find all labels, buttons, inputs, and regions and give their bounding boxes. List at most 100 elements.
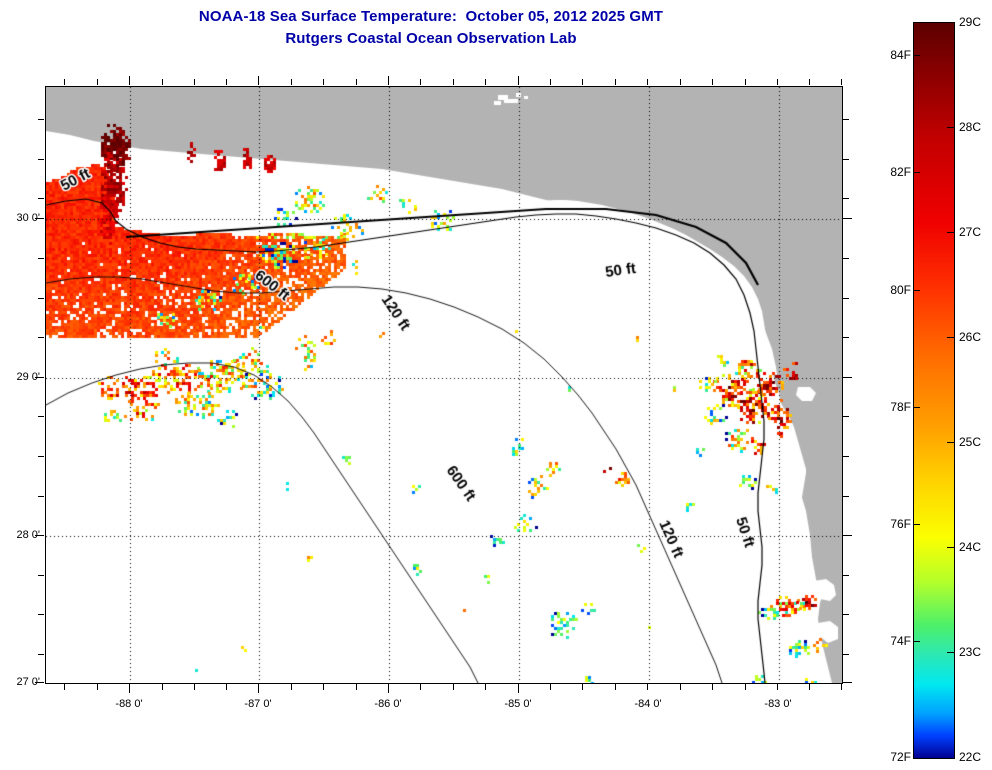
colorbar-celsius-label: 24C: [959, 540, 982, 554]
colorbar-celsius-label: 28C: [959, 120, 982, 134]
y-axis-tick: [38, 456, 44, 457]
colorbar-celsius-label: 25C: [959, 435, 982, 449]
colorbar-fahrenheit-label: 74F: [890, 634, 911, 648]
y-axis-tick: [843, 337, 849, 338]
y-axis-tick: [843, 535, 852, 536]
y-axis-tick: [843, 575, 849, 576]
x-axis-tick: [518, 76, 519, 85]
colorbar-tick: [947, 232, 954, 233]
y-axis-tick: [38, 337, 44, 338]
x-axis-tick: [841, 79, 842, 85]
y-axis-tick: [35, 535, 44, 536]
y-axis-tick: [38, 258, 44, 259]
latitude-label: 29 0': [16, 371, 40, 383]
colorbar-fahrenheit-label: 80F: [890, 283, 911, 297]
x-axis-tick: [453, 79, 454, 85]
x-axis-tick: [388, 684, 389, 693]
temperature-colorbar[interactable]: [913, 22, 955, 759]
x-axis-tick: [485, 79, 486, 85]
y-axis-tick: [38, 119, 44, 120]
colorbar-celsius-label: 29C: [959, 15, 982, 29]
y-axis-tick: [35, 682, 44, 683]
x-axis-tick: [162, 79, 163, 85]
x-axis-tick: [841, 684, 842, 690]
x-axis-tick: [809, 79, 810, 85]
sst-map-canvas[interactable]: [46, 87, 842, 683]
colorbar-tick: [913, 55, 920, 56]
colorbar-celsius-label: 26C: [959, 330, 982, 344]
x-axis-tick: [356, 684, 357, 690]
latitude-label: 27 0': [16, 676, 40, 688]
colorbar-tick: [913, 407, 920, 408]
colorbar-tick: [947, 547, 954, 548]
x-axis-tick: [680, 684, 681, 690]
x-axis-tick: [615, 79, 616, 85]
colorbar-celsius-label: 27C: [959, 225, 982, 239]
x-axis-tick: [615, 684, 616, 690]
x-axis-tick: [550, 684, 551, 690]
x-axis-tick: [129, 684, 130, 693]
y-axis-tick: [843, 614, 849, 615]
latitude-label: 28 0': [16, 529, 40, 541]
y-axis-tick: [38, 159, 44, 160]
latitude-label: 30 0': [16, 212, 40, 224]
y-axis-tick: [38, 614, 44, 615]
x-axis-tick: [162, 684, 163, 690]
x-axis-tick: [194, 684, 195, 690]
x-axis-tick: [388, 76, 389, 85]
y-axis-tick: [843, 198, 849, 199]
x-axis-tick: [453, 684, 454, 690]
colorbar-tick: [913, 641, 920, 642]
y-axis-tick: [35, 218, 44, 219]
x-axis-tick: [680, 79, 681, 85]
x-axis-tick: [647, 684, 648, 690]
x-axis-tick: [712, 684, 713, 690]
x-axis-tick: [777, 79, 778, 85]
colorbar-tick: [913, 524, 920, 525]
y-axis-tick: [38, 654, 44, 655]
colorbar-fahrenheit-label: 72F: [890, 750, 911, 764]
x-axis-tick: [745, 79, 746, 85]
longitude-label: -88 0': [115, 698, 143, 710]
colorbar-gradient: [914, 23, 954, 758]
page-subtitle: Rutgers Coastal Ocean Observation Lab: [285, 29, 577, 47]
x-axis-tick: [258, 76, 259, 85]
x-axis-tick: [712, 79, 713, 85]
x-axis-tick: [258, 684, 259, 693]
x-axis-tick: [518, 684, 519, 693]
x-axis-tick: [420, 684, 421, 690]
x-axis-tick: [809, 684, 810, 690]
x-axis-tick: [129, 76, 130, 85]
longitude-label: -87 0': [244, 698, 272, 710]
x-axis-tick: [323, 79, 324, 85]
x-axis-tick: [485, 684, 486, 690]
y-axis-tick: [843, 159, 849, 160]
x-axis-tick: [647, 79, 648, 85]
y-axis-tick: [843, 119, 849, 120]
x-axis-tick: [777, 684, 778, 690]
x-axis-tick: [291, 79, 292, 85]
longitude-label: -86 0': [374, 698, 402, 710]
longitude-label: -84 0': [634, 698, 662, 710]
x-axis-tick: [97, 79, 98, 85]
x-axis-tick: [291, 684, 292, 690]
x-axis-tick: [356, 79, 357, 85]
colorbar-tick: [947, 442, 954, 443]
colorbar-celsius-label: 23C: [959, 645, 982, 659]
y-axis-tick: [843, 377, 852, 378]
x-axis-tick: [550, 79, 551, 85]
x-axis-tick: [745, 684, 746, 690]
y-axis-tick: [843, 258, 849, 259]
longitude-label: -83 0': [764, 698, 792, 710]
x-axis-tick: [64, 79, 65, 85]
y-axis-tick: [843, 682, 852, 683]
colorbar-fahrenheit-label: 78F: [890, 400, 911, 414]
x-axis-tick: [582, 684, 583, 690]
longitude-label: -85 0': [504, 698, 532, 710]
x-axis-tick: [323, 684, 324, 690]
colorbar-tick: [913, 172, 920, 173]
y-axis-tick: [843, 496, 849, 497]
map-frame[interactable]: [45, 86, 843, 684]
x-axis-tick: [226, 79, 227, 85]
y-axis-tick: [843, 298, 849, 299]
